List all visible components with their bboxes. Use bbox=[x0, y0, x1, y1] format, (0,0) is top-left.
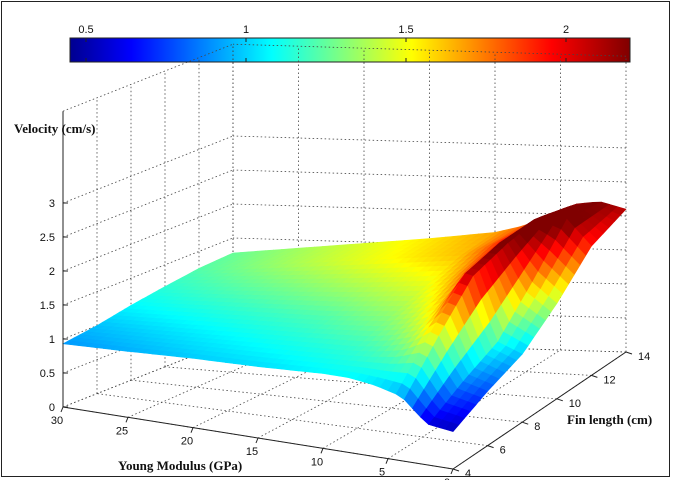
colorbar-tick-label: 1 bbox=[243, 24, 249, 36]
x-tick-mark bbox=[125, 417, 129, 423]
x-tick-mark bbox=[60, 406, 64, 413]
grid-line bbox=[62, 135, 234, 204]
x-tick-mark bbox=[385, 458, 389, 464]
y-tick-mark bbox=[452, 468, 460, 472]
grid-line bbox=[232, 169, 627, 183]
x-axis-label: Young Modulus (GPa) bbox=[118, 458, 242, 473]
y-tick-mark bbox=[625, 351, 633, 355]
y-tick-mark bbox=[487, 445, 494, 449]
colorbar-gradient bbox=[69, 37, 631, 63]
y-tick-mark bbox=[591, 374, 598, 378]
y-tick-mark bbox=[522, 421, 529, 425]
grid-line bbox=[164, 366, 557, 400]
x-tick-label: 5 bbox=[379, 467, 385, 479]
colorbar-tick-label: 2 bbox=[563, 24, 569, 36]
x-tick-label: 25 bbox=[116, 425, 128, 437]
z-tick-label: 1.5 bbox=[40, 300, 55, 312]
grid-line bbox=[232, 43, 627, 57]
y-axis-label: Fin length (cm) bbox=[567, 412, 652, 427]
grid-line bbox=[62, 203, 234, 272]
grid-line bbox=[232, 135, 627, 149]
y-tick-label: 8 bbox=[534, 421, 540, 433]
y-axis-line bbox=[452, 351, 627, 470]
axis-ticks: 00.511.522.53051015202530468101214 bbox=[40, 111, 650, 480]
x-tick-mark bbox=[450, 468, 454, 475]
x-tick-label: 20 bbox=[181, 436, 193, 448]
colorbar-tick-label: 0.5 bbox=[78, 24, 93, 36]
z-tick-label: 0 bbox=[49, 402, 55, 414]
colorbar: 0.5 1 1.5 2 bbox=[69, 24, 631, 63]
z-tick-label: 2 bbox=[49, 266, 55, 278]
grid-line bbox=[127, 341, 299, 418]
x-axis-line bbox=[62, 406, 454, 470]
y-tick-label: 4 bbox=[465, 468, 471, 480]
y-tick-label: 12 bbox=[603, 374, 615, 386]
z-tick-label: 3 bbox=[49, 198, 55, 210]
x-tick-mark bbox=[255, 437, 259, 444]
y-tick-mark bbox=[556, 398, 563, 402]
x-tick-mark bbox=[190, 427, 194, 433]
z-tick-label: 2.5 bbox=[40, 232, 55, 244]
x-tick-label: 0 bbox=[444, 477, 450, 480]
grid-line bbox=[322, 347, 496, 449]
y-tick-label: 14 bbox=[638, 351, 650, 363]
grid-line bbox=[130, 379, 523, 423]
z-tick-label: 0.5 bbox=[40, 368, 55, 380]
colorbar-tick-label: 1.5 bbox=[398, 24, 413, 36]
grid-line bbox=[257, 345, 430, 439]
y-tick-label: 10 bbox=[569, 398, 581, 410]
x-tick-label: 30 bbox=[51, 415, 63, 427]
x-tick-label: 15 bbox=[246, 446, 258, 458]
grid-line bbox=[62, 43, 234, 112]
x-tick-mark bbox=[320, 448, 324, 454]
surface-facet bbox=[444, 422, 460, 432]
z-tick-label: 1 bbox=[49, 334, 55, 346]
grid-line bbox=[232, 203, 627, 217]
y-tick-label: 6 bbox=[500, 445, 506, 457]
surface bbox=[62, 201, 627, 432]
z-axis-label: Velocity (cm/s) bbox=[14, 121, 95, 136]
x-tick-label: 10 bbox=[311, 456, 323, 468]
grid-line bbox=[62, 169, 234, 238]
grid-line bbox=[62, 237, 234, 306]
grid-line bbox=[96, 393, 488, 446]
